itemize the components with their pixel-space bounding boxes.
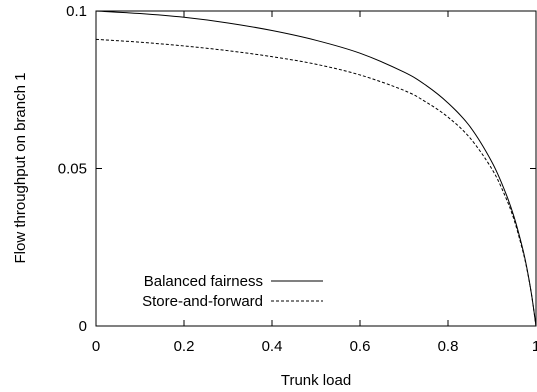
axes: 0 0.2 0.4 0.6 0.8 1 0 0.05 0.1 [58, 3, 537, 355]
legend-label: Balanced fairness [144, 273, 263, 290]
series-layer [95, 10, 537, 327]
y-tick-label: 0.1 [66, 3, 87, 20]
x-tick-label: 0.6 [350, 338, 371, 355]
x-tick-label: 0.4 [262, 338, 283, 355]
x-tick-label: 1 [532, 338, 537, 355]
y-tick-label: 0 [79, 318, 87, 335]
y-tick-label: 0.05 [58, 161, 87, 178]
legend: Balanced fairness Store-and-forward [142, 273, 323, 310]
y-axis-label: Flow throughput on branch 1 [12, 73, 29, 264]
x-axis-label: Trunk load [281, 372, 351, 389]
x-tick-label: 0.2 [174, 338, 195, 355]
x-tick-label: 0 [92, 338, 100, 355]
x-tick-label: 0.8 [438, 338, 459, 355]
series-line-store-and-forward [95, 38, 537, 327]
legend-label: Store-and-forward [142, 293, 263, 310]
